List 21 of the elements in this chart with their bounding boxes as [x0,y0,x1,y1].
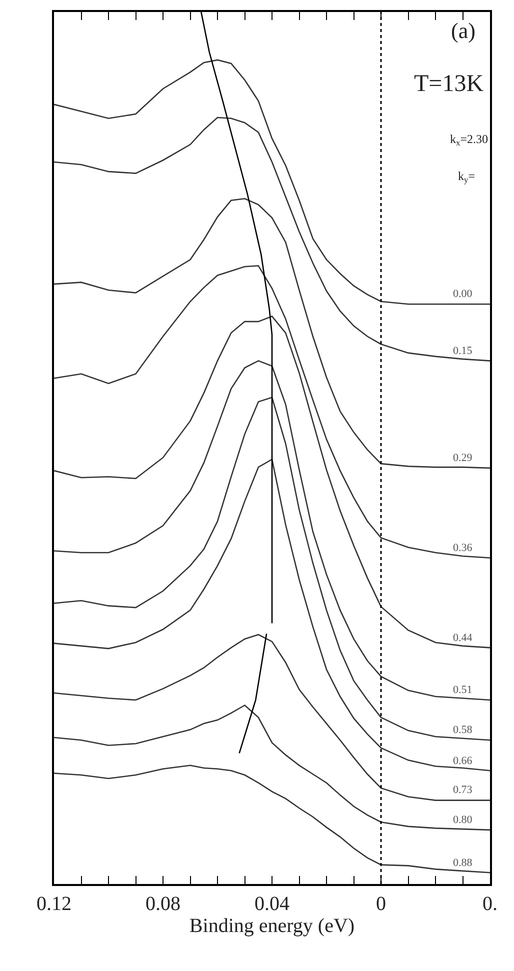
x-tick-label: 0.12 [36,893,72,915]
series-label: 0.15 [453,345,473,357]
series-label: 0.66 [453,755,473,767]
annotation: T=13K [414,71,484,97]
series-label: 0.29 [453,452,473,464]
series-label: 0.44 [453,632,473,644]
annotation: k$_{y}$= [458,169,476,185]
series-label: 0.51 [453,684,472,696]
series-label: 0.36 [453,542,473,554]
series-label: 0.58 [453,724,473,736]
series-label: 0.73 [453,784,473,796]
series-label: 0.80 [453,814,473,826]
x-tick-label: 0. [482,893,498,915]
x-axis-title: Binding energy (eV) [189,915,355,937]
series-label: 0.88 [453,857,473,869]
x-tick-label: 0.08 [146,893,180,915]
x-tick-label: 0 [376,893,386,915]
series-label: 0.00 [453,288,473,300]
annotation: k$_{x}$=2.30 [450,132,488,148]
x-tick-label: 0.04 [254,893,290,915]
annotation: (a) [451,18,476,43]
